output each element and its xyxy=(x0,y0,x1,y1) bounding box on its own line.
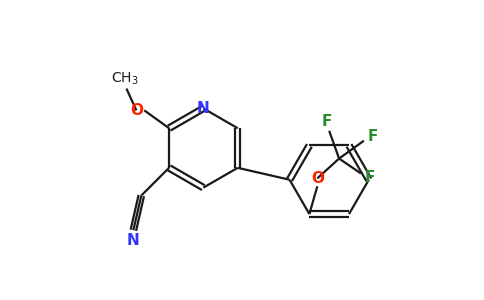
Text: N: N xyxy=(127,233,140,248)
Text: CH$_3$: CH$_3$ xyxy=(111,70,138,87)
Text: O: O xyxy=(130,103,143,118)
Text: N: N xyxy=(197,101,210,116)
Text: F: F xyxy=(364,170,375,185)
Text: O: O xyxy=(311,171,324,186)
Text: F: F xyxy=(322,114,333,129)
Text: F: F xyxy=(367,129,378,144)
